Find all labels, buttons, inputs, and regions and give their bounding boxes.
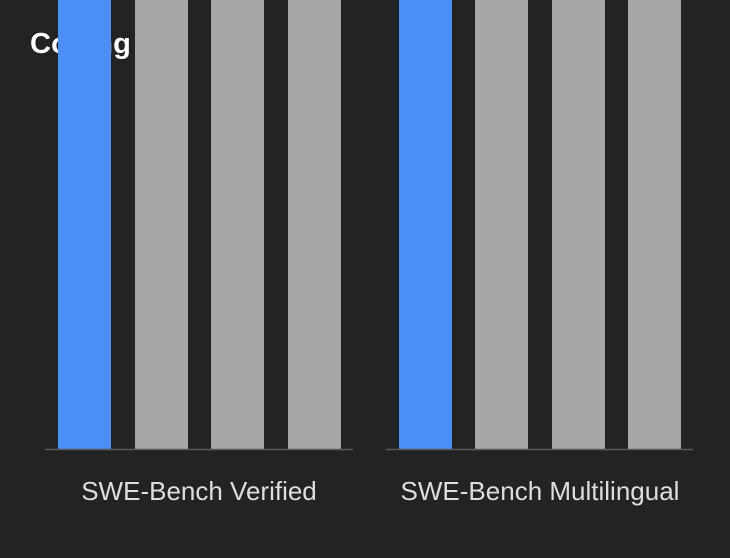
bar-kimi <box>399 0 452 449</box>
chart-1: 76.880.080.976.2SWE-Bench Verified <box>45 0 353 506</box>
chart-2: 73.072.077.565.0SWE-Bench Multilingual <box>386 0 693 506</box>
x-axis-label: SWE-Bench Verified <box>81 476 317 506</box>
bar-claude <box>552 0 605 449</box>
x-axis-label: SWE-Bench Multilingual <box>401 476 680 506</box>
bar-gemini <box>288 0 341 449</box>
bar-openai <box>475 0 528 449</box>
bar-openai <box>135 0 188 449</box>
bar-claude <box>211 0 264 449</box>
bar-gemini <box>628 0 681 449</box>
bar-kimi <box>58 0 111 449</box>
